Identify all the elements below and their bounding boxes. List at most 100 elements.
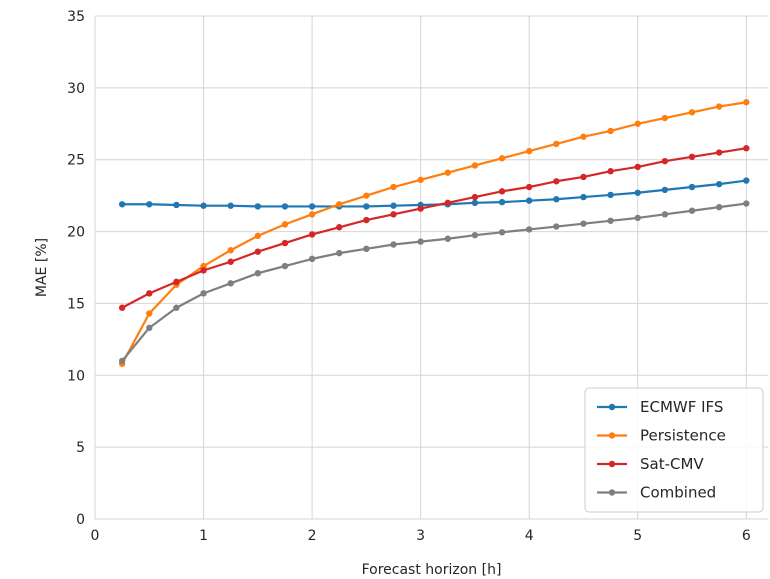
data-point-sat-cmv: [634, 163, 641, 171]
data-point-sat-cmv: [580, 173, 587, 181]
data-point-persistence: [146, 310, 153, 317]
y-axis-label: MAE [%]: [34, 238, 50, 297]
x-tick-label: 6: [742, 528, 751, 544]
data-point-sat-cmv: [390, 211, 397, 218]
data-point-sat-cmv: [200, 267, 207, 274]
data-point-ecmwf-ifs: [525, 197, 533, 204]
data-point-sat-cmv: [146, 290, 153, 297]
legend-label-combined: Combined: [640, 484, 716, 502]
data-point-sat-cmv: [444, 199, 451, 207]
data-point-sat-cmv: [661, 157, 669, 165]
data-point-ecmwf-ifs: [254, 203, 262, 210]
series-group: [118, 99, 750, 367]
data-point-combined: [254, 270, 262, 277]
data-point-sat-cmv: [498, 188, 506, 195]
legend-marker-persistence: [608, 432, 616, 439]
data-point-combined: [336, 249, 343, 257]
data-point-combined: [444, 235, 451, 242]
series-persistence: [118, 99, 750, 367]
data-point-sat-cmv: [227, 258, 234, 265]
data-point-sat-cmv: [281, 239, 289, 247]
data-point-persistence: [281, 221, 289, 228]
data-point-ecmwf-ifs: [743, 177, 750, 184]
data-point-persistence: [715, 103, 723, 110]
y-tick-label: 15: [67, 296, 85, 312]
data-point-combined: [471, 231, 479, 239]
data-point-persistence: [743, 99, 750, 106]
data-point-sat-cmv: [688, 153, 696, 161]
x-axis-label: Forecast horizon [h]: [362, 562, 502, 578]
series-combined: [118, 200, 750, 365]
data-point-persistence: [336, 201, 343, 208]
data-point-sat-cmv: [417, 205, 424, 212]
data-point-ecmwf-ifs: [227, 202, 234, 209]
data-point-ecmwf-ifs: [281, 203, 289, 210]
legend-item-sat-cmv: Sat-CMV: [597, 455, 704, 473]
data-point-combined: [553, 223, 560, 230]
data-point-sat-cmv: [553, 178, 560, 185]
legend-label-ecmwf-ifs: ECMWF IFS: [640, 398, 723, 416]
legend-box: [584, 387, 764, 513]
data-point-combined: [390, 241, 397, 248]
legend-item-ecmwf-ifs: ECMWF IFS: [597, 398, 723, 416]
data-point-sat-cmv: [254, 248, 262, 255]
data-point-sat-cmv: [607, 168, 614, 175]
data-point-persistence: [363, 192, 370, 199]
data-point-ecmwf-ifs: [200, 202, 207, 209]
data-point-persistence: [661, 114, 669, 122]
data-point-sat-cmv: [173, 278, 180, 286]
data-point-persistence: [417, 176, 424, 184]
data-point-combined: [688, 207, 696, 214]
legend-label-persistence: Persistence: [640, 427, 726, 445]
x-tick-label: 4: [525, 528, 534, 544]
data-point-combined: [634, 214, 641, 222]
data-point-persistence: [607, 127, 614, 135]
data-point-combined: [227, 280, 234, 287]
data-point-combined: [715, 203, 723, 211]
data-point-ecmwf-ifs: [715, 180, 723, 188]
data-point-combined: [363, 245, 370, 253]
data-point-combined: [607, 217, 614, 224]
data-point-ecmwf-ifs: [118, 201, 126, 208]
data-point-persistence: [553, 140, 560, 148]
data-point-combined: [743, 200, 750, 207]
data-point-persistence: [227, 247, 234, 254]
data-point-combined: [525, 226, 533, 233]
data-point-ecmwf-ifs: [498, 198, 506, 206]
data-point-ecmwf-ifs: [390, 202, 397, 209]
legend-marker-combined: [608, 489, 616, 496]
x-tick-label: 2: [308, 528, 317, 544]
y-tick-label: 10: [67, 368, 85, 384]
data-point-combined: [200, 290, 207, 297]
data-point-ecmwf-ifs: [471, 199, 479, 207]
data-point-sat-cmv: [118, 304, 126, 311]
y-tick-label: 20: [67, 225, 85, 241]
data-point-ecmwf-ifs: [688, 183, 696, 191]
series-line-persistence: [121, 101, 747, 365]
data-point-ecmwf-ifs: [607, 191, 614, 199]
data-point-persistence: [308, 211, 316, 218]
legend: ECMWF IFS Persistence Sat-CMV Combined: [584, 387, 764, 513]
data-point-ecmwf-ifs: [363, 203, 370, 210]
data-point-sat-cmv: [308, 231, 316, 238]
data-point-sat-cmv: [336, 224, 343, 231]
data-point-combined: [417, 238, 424, 245]
data-point-combined: [661, 211, 669, 218]
data-point-persistence: [390, 183, 397, 191]
data-point-persistence: [498, 155, 506, 162]
x-tick-label: 3: [416, 528, 425, 544]
data-point-combined: [146, 324, 153, 332]
series-line-sat-cmv: [121, 147, 747, 309]
data-point-ecmwf-ifs: [580, 193, 587, 201]
data-point-persistence: [580, 133, 587, 140]
data-point-ecmwf-ifs: [634, 189, 641, 196]
y-tick-label: 25: [67, 153, 85, 169]
y-tick-label: 0: [76, 512, 85, 528]
x-tick-label: 0: [91, 528, 100, 544]
data-point-ecmwf-ifs: [173, 201, 180, 209]
x-tick-label: 5: [633, 528, 642, 544]
data-point-ecmwf-ifs: [661, 186, 669, 194]
series-sat-cmv: [118, 145, 750, 311]
data-point-combined: [173, 304, 180, 311]
